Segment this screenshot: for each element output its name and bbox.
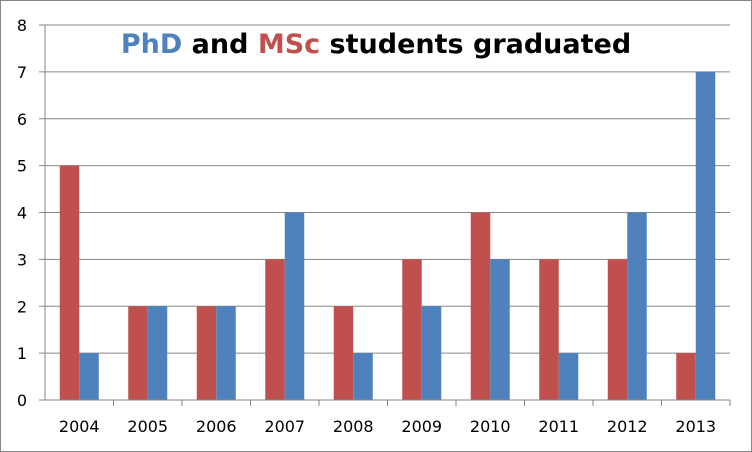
bar-red-2009 (402, 259, 422, 400)
y-tick-label: 8 (17, 16, 27, 35)
x-tick-label: 2009 (401, 417, 442, 436)
bar-red-2010 (470, 212, 491, 400)
bar-red-2013 (676, 353, 696, 400)
y-tick-label: 5 (17, 157, 27, 176)
y-tick-label: 0 (17, 391, 27, 410)
chart-title-part: MSc (258, 29, 320, 60)
chart-title: PhD and MSc students graduated (121, 29, 631, 60)
bar-blue-2009 (421, 306, 442, 400)
bar-blue-2007 (284, 212, 305, 400)
bar-blue-2006 (216, 306, 236, 400)
y-tick-label: 6 (17, 110, 27, 129)
chart-title-part: students graduated (320, 29, 631, 60)
bar-blue-2010 (490, 259, 510, 400)
chart-title-part: PhD (121, 29, 182, 60)
x-tick-label: 2012 (607, 417, 648, 436)
bar-red-2008 (333, 306, 354, 400)
y-tick-label: 3 (17, 250, 27, 269)
bar-red-2007 (265, 259, 285, 400)
bar-red-2005 (128, 306, 148, 400)
x-tick-label: 2013 (675, 417, 716, 436)
bar-blue-2004 (79, 353, 99, 400)
bar-blue-2012 (627, 212, 647, 400)
bar-blue-2011 (558, 353, 579, 400)
bar-red-2006 (196, 306, 217, 400)
bar-blue-2013 (695, 71, 716, 400)
x-tick-label: 2008 (333, 417, 374, 436)
x-tick-label: 2006 (196, 417, 237, 436)
y-tick-label: 2 (17, 297, 27, 316)
bars (59, 71, 716, 400)
bar-red-2012 (607, 259, 628, 400)
x-tick-label: 2007 (264, 417, 305, 436)
axes (39, 24, 731, 406)
y-tick-label: 1 (17, 344, 27, 363)
x-tick-label: 2010 (470, 417, 511, 436)
y-tick-label: 4 (17, 204, 27, 223)
bar-red-2011 (539, 259, 559, 400)
bar-blue-2005 (147, 306, 168, 400)
x-tick-label: 2005 (127, 417, 168, 436)
x-tick-label: 2004 (59, 417, 100, 436)
x-tick-label: 2011 (538, 417, 579, 436)
tick-labels: 0 1 2 3 4 5 6 7 8 2004 2005 2006 2007 2008 2009 2010 201… (17, 16, 716, 436)
chart-title-part: and (182, 29, 258, 60)
y-tick-label: 7 (17, 63, 27, 82)
bar-red-2004 (59, 165, 80, 400)
bar-blue-2008 (353, 353, 373, 400)
